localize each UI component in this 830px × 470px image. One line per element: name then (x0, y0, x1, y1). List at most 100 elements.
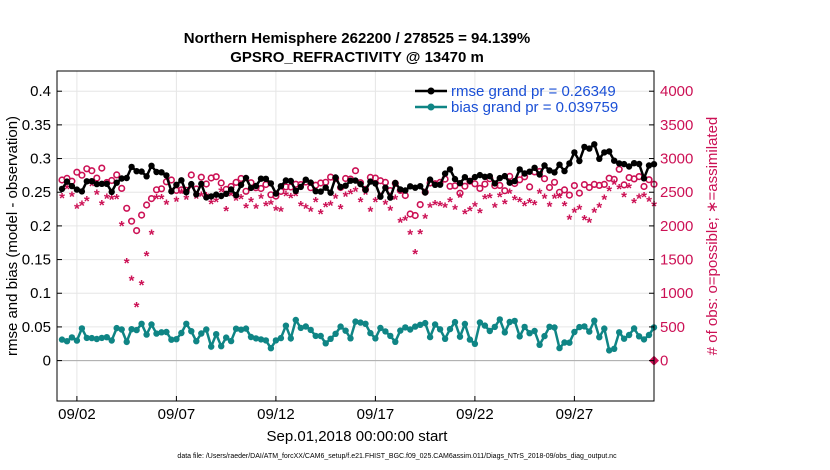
obs-assimilated-point-80: * (457, 189, 463, 206)
bias-point-108 (596, 334, 603, 341)
bias-point-7 (93, 335, 101, 343)
bias-point-12 (118, 326, 125, 333)
obs-possible-point-11 (113, 171, 121, 179)
rmse-point-47 (292, 187, 299, 194)
obs-possible-point-16 (138, 211, 146, 219)
rmse-point-74 (426, 176, 434, 183)
obs-possible-point-111 (610, 175, 618, 183)
obs-assimilated-point-98: * (547, 199, 553, 216)
obs-assimilated-point-23: * (173, 193, 179, 210)
obs-assimilated-point-4: * (79, 198, 85, 215)
rmse-point-104 (576, 157, 583, 165)
y-tick-label-3: 0.15 (22, 252, 51, 269)
bias-point-38 (247, 333, 255, 341)
obs-possible-point-13 (123, 204, 131, 212)
obs-assimilated-point-88: * (497, 189, 503, 206)
bias-point-107 (591, 317, 598, 324)
rmse-point-24 (178, 177, 185, 184)
rmse-point-107 (591, 141, 598, 148)
x-axis-ticks: 09/02 09/07 09/12 09/17 09/22 09/27 (58, 396, 593, 423)
bias-point-33 (223, 334, 230, 341)
rmse-point-97 (541, 162, 548, 169)
rmse-point-28 (198, 180, 205, 188)
rmse-point-105 (581, 143, 588, 151)
x-tick-label-5: 09/27 (556, 406, 594, 423)
obs-assimilated-point-10: * (109, 191, 115, 208)
rmse-point-45 (282, 177, 290, 184)
obs-assimilated-point-35: * (233, 193, 239, 210)
y-right-tick-label-2: 1000 (660, 285, 693, 302)
x-axis-label: Sep.01,2018 00:00:00 start (267, 428, 449, 445)
rmse-point-33 (223, 190, 230, 197)
bias-point-91 (511, 317, 518, 325)
obs-assimilated-point-112: * (616, 181, 622, 198)
rmse-point-106 (586, 145, 593, 152)
obs-possible-point-117 (640, 182, 648, 191)
obs-assimilated-point-91: * (512, 192, 518, 209)
bias-point-75 (431, 321, 439, 328)
obs-assimilated-point-66: * (387, 202, 393, 219)
bias-point-83 (471, 340, 479, 347)
bias-point-29 (203, 326, 210, 333)
rmse-point-81 (461, 174, 469, 181)
obs-assimilated-point-116: * (636, 191, 642, 208)
bias-point-40 (257, 336, 265, 343)
obs-assimilated-point-25: * (183, 191, 189, 208)
rmse-point-11 (113, 179, 120, 186)
rmse-point-95 (531, 164, 538, 171)
bias-point-110 (606, 347, 613, 354)
bias-point-51 (312, 332, 319, 340)
bias-point-101 (561, 339, 568, 346)
bias-point-39 (252, 335, 260, 342)
obs-assimilated-point-16: * (139, 277, 145, 294)
obs-assimilated-point-117: * (641, 189, 647, 206)
rmse-point-66 (387, 194, 394, 201)
y-right-tick-label-0: 0 (660, 353, 668, 370)
rmse-point-53 (322, 184, 329, 191)
rmse-point-49 (302, 176, 309, 183)
bias-point-10 (108, 337, 115, 344)
bias-point-64 (377, 324, 384, 332)
obs-assimilated-point-60: * (358, 194, 364, 211)
y-tick-label-7: 0.35 (22, 117, 51, 134)
obs-possible-point-40 (257, 184, 265, 193)
rmse-point-9 (103, 180, 111, 187)
rmse-point-59 (352, 177, 359, 184)
obs-assimilated-point-101: * (562, 198, 568, 215)
rmse-point-42 (267, 180, 275, 187)
rmse-point-2 (68, 182, 76, 190)
bias-point-20 (158, 329, 165, 336)
obs-possible-point-99 (550, 178, 559, 186)
bias-point-28 (198, 330, 205, 337)
bias-point-96 (536, 341, 543, 348)
obs-assimilated-point-53: * (323, 199, 329, 216)
y-tick-label-5: 0.25 (22, 184, 51, 201)
obs-assimilated-point-20: * (159, 191, 165, 208)
bias-point-62 (367, 329, 374, 337)
bias-point-27 (193, 338, 200, 345)
rmse-point-27 (193, 191, 200, 198)
bias-point-6 (88, 334, 96, 342)
bias-point-14 (128, 326, 135, 333)
obs-assimilated-point-118: * (646, 194, 652, 211)
rmse-point-1 (63, 178, 71, 185)
obs-assimilated-point-52: * (318, 206, 324, 223)
y-tick-label-6: 0.3 (30, 151, 51, 168)
rmse-point-4 (78, 188, 86, 195)
obs-possible-point-28 (197, 173, 205, 181)
bias-point-11 (113, 324, 120, 332)
obs-assimilated-point-5: * (84, 193, 90, 210)
obs-possible-point-7 (93, 174, 101, 182)
rmse-point-63 (372, 180, 379, 187)
bias-point-76 (436, 326, 444, 333)
rmse-point-57 (342, 182, 349, 189)
obs-assimilated-point-44: * (278, 204, 284, 221)
obs-assimilated-point-38: * (248, 194, 254, 211)
rmse-point-90 (506, 179, 513, 186)
bias-point-104 (576, 323, 583, 331)
obs-assimilated-point-26: * (188, 181, 194, 198)
bias-point-97 (541, 332, 548, 340)
obs-assimilated-point-15: * (134, 299, 140, 316)
y-axis-right-label: # of obs: o=possible; ∗=assimilated (704, 117, 721, 356)
obs-possible-point-97 (540, 175, 549, 183)
